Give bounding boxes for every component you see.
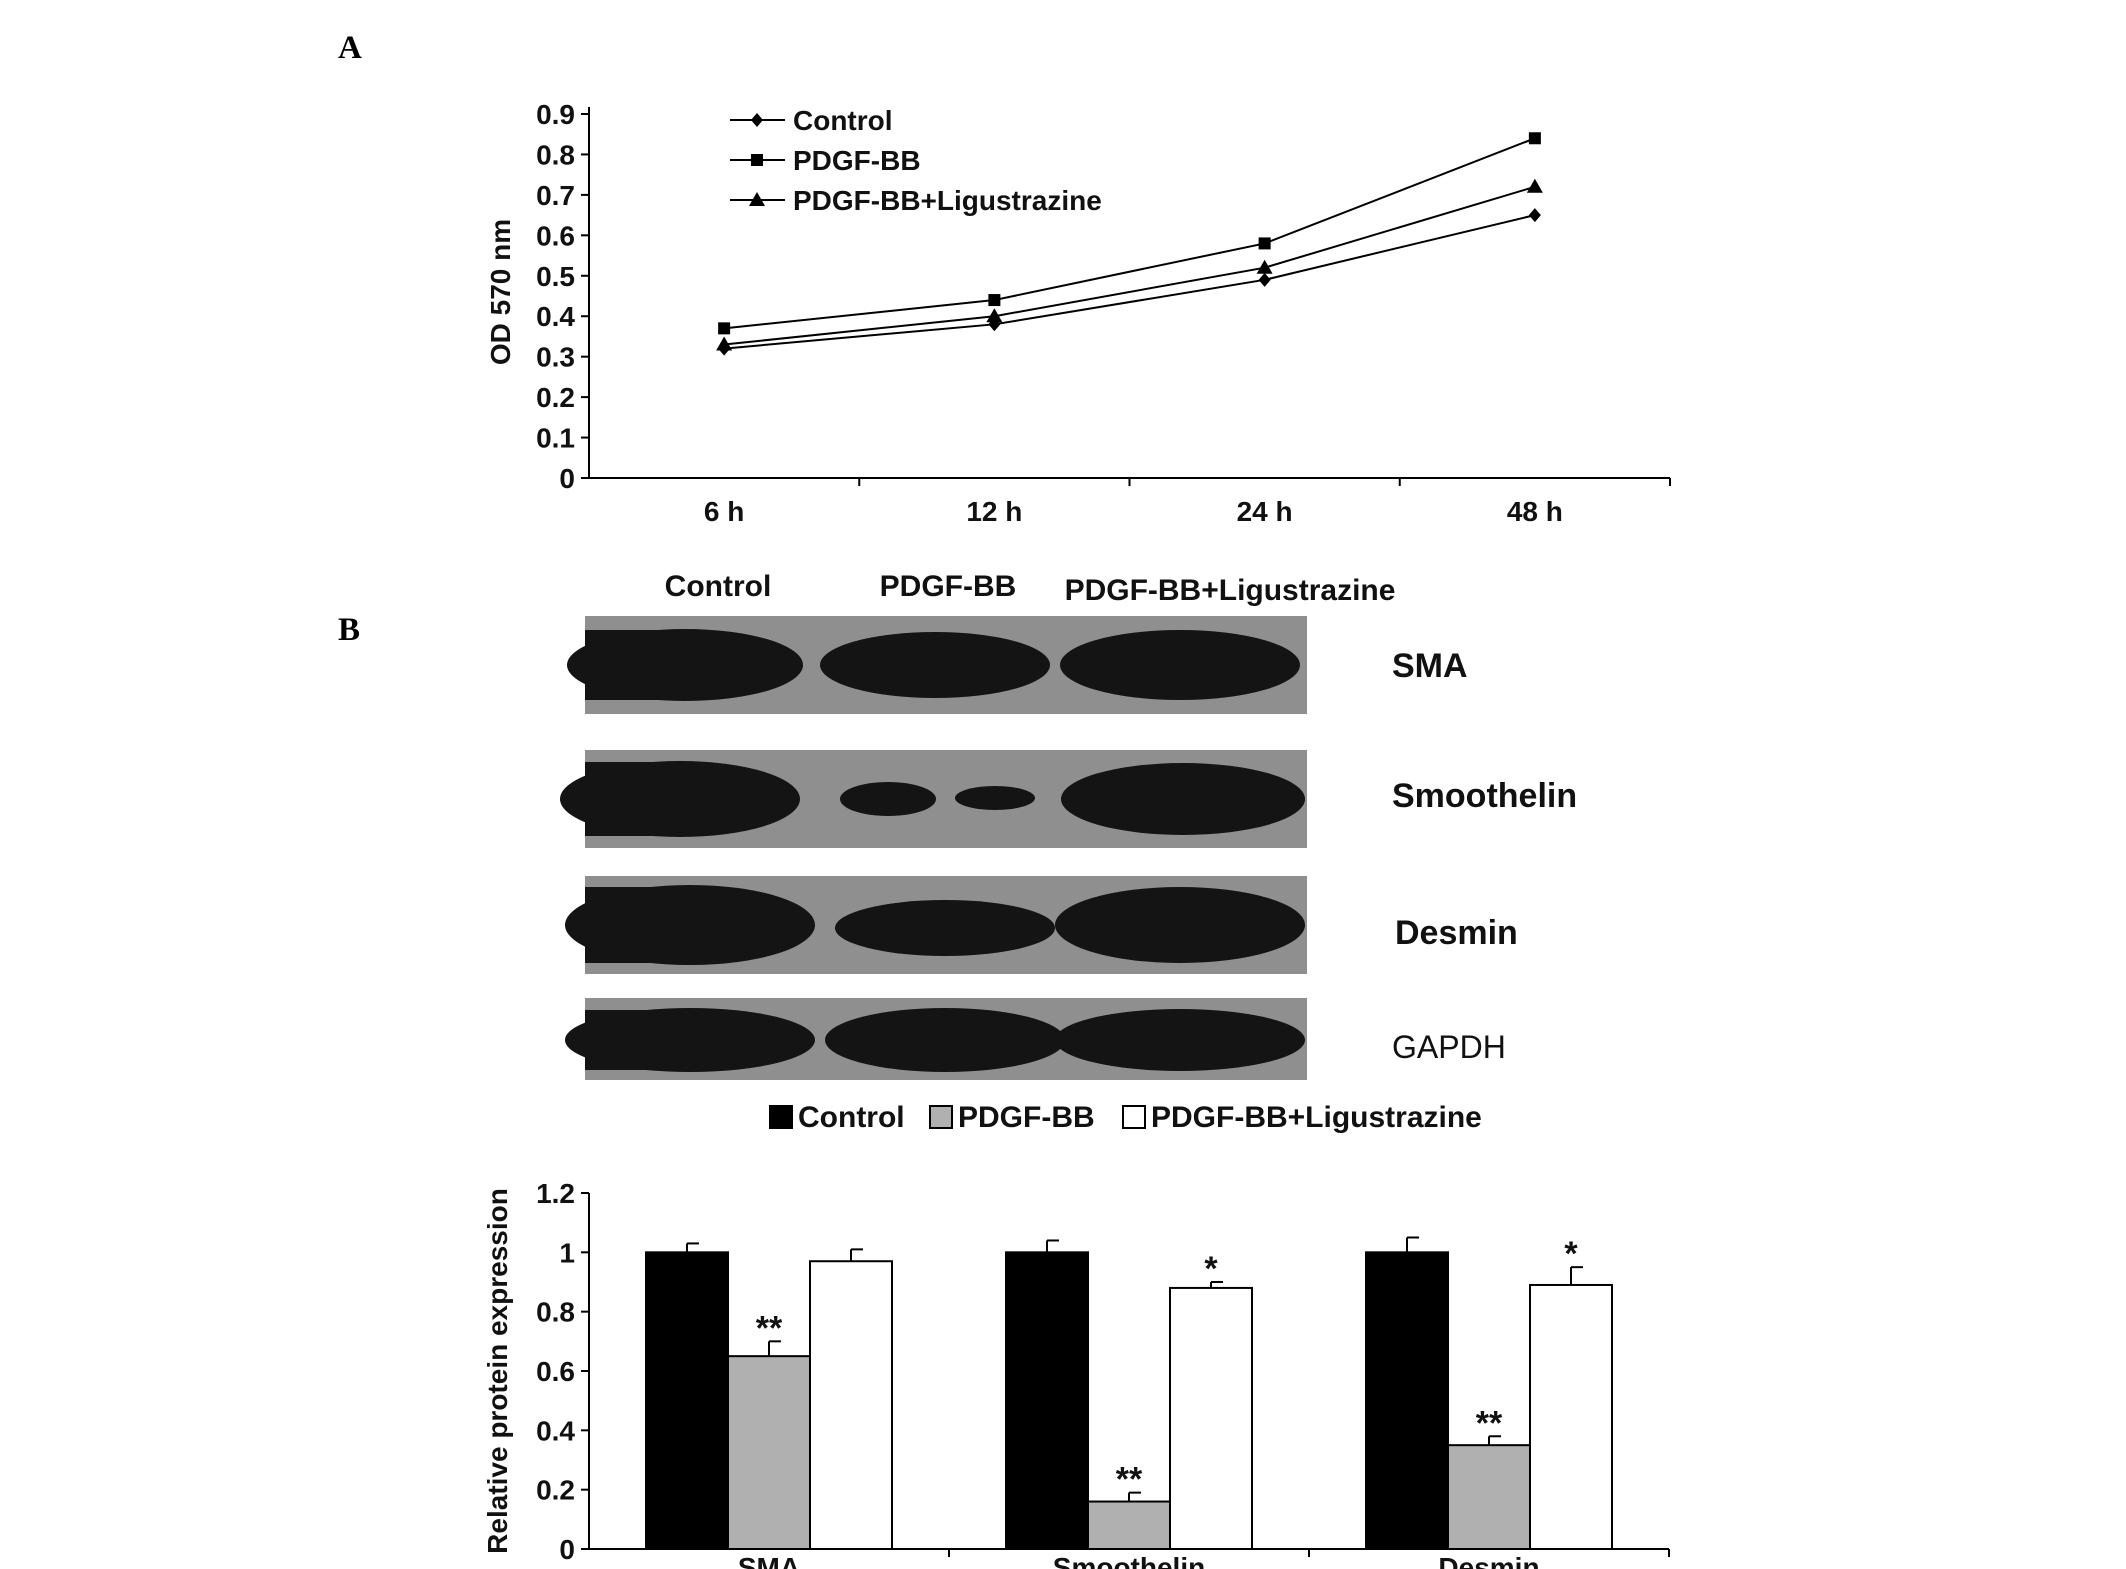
- line-y-tick-label: 0.5: [536, 261, 575, 292]
- blot-band-gapdh-pdgf-lig: [1055, 1009, 1305, 1071]
- line-x-tick-label: 24 h: [1237, 496, 1293, 527]
- bar-x-tick-label: Desmin: [1438, 1552, 1539, 1569]
- line-point-pdgf-bb-ligustrazine: [1256, 259, 1273, 274]
- line-series-pdgf-bb: [724, 137, 1536, 330]
- line-x-tick-label: 12 h: [966, 496, 1022, 527]
- line-y-tick-label: 0.6: [536, 220, 575, 251]
- line-legend-marker-pdgf-bb-ligustrazine: [749, 192, 765, 206]
- line-y-tick-label: 0.2: [536, 382, 575, 413]
- line-y-axis-label: OD 570 nm: [485, 219, 516, 365]
- bar-y-tick-label: 0.2: [536, 1475, 575, 1506]
- bar-y-tick-label: 1.2: [536, 1178, 575, 1209]
- line-chart: 0 0.1 0.2 0.3 0.4 0.5 0.6 0.7 0.8 0.9 6 h 12 h 24 h…: [485, 99, 1671, 527]
- line-x-tick-label: 48 h: [1507, 496, 1563, 527]
- line-y-tick-label: 0.7: [536, 180, 575, 211]
- bar-legend-swatch-pdgf-bb: [929, 1105, 953, 1129]
- bar-pdgf-bb-ligustrazine-sma: [809, 1260, 893, 1550]
- bar-significance-label: *: [1204, 1250, 1218, 1288]
- line-series-control: [724, 214, 1536, 350]
- line-point-pdgf-bb: [1528, 132, 1541, 145]
- line-y-tick-label: 0.3: [536, 342, 575, 373]
- blot-row-label-smoothelin: Smoothelin: [1392, 777, 1577, 815]
- blot-band-smoothelin-edge: [585, 762, 665, 836]
- bar-significance-label: **: [756, 1309, 783, 1347]
- blot-band-gapdh-edge: [585, 1010, 675, 1070]
- line-legend-marker-control: [751, 113, 763, 127]
- bar-significance-label: **: [1116, 1461, 1143, 1499]
- bar-pdgf-bb-ligustrazine-desmin: [1529, 1283, 1613, 1550]
- bar-y-tick-label: 0.4: [536, 1415, 575, 1446]
- line-y-tick-label: 0.4: [536, 301, 575, 332]
- blot-col-label-pdgf: PDGF-BB: [880, 570, 1017, 603]
- blot-band-smoothelin-pdgf-b: [955, 786, 1035, 810]
- blot-row-label-gapdh: GAPDH: [1392, 1029, 1506, 1065]
- bar-control-desmin: [1365, 1251, 1449, 1551]
- line-point-control: [1528, 208, 1541, 223]
- bar-significance-label: *: [1564, 1235, 1578, 1273]
- bar-chart: Control PDGF-BB PDGF-BB+Ligustrazine 0 0.2 0…: [482, 1101, 1670, 1569]
- line-point-pdgf-bb: [1258, 237, 1271, 250]
- bar-pdgf-bb-desmin: [1447, 1444, 1531, 1550]
- bar-pdgf-bb-sma: [727, 1355, 811, 1550]
- line-point-pdgf-bb: [718, 322, 731, 335]
- bar-y-axis-label: Relative protein expression: [482, 1188, 513, 1554]
- bar-y-tick-label: 0.8: [536, 1297, 575, 1328]
- line-legend-label-pdgf-bb-ligustrazine: PDGF-BB+Ligustrazine: [793, 185, 1102, 216]
- blot-band-sma-pdgf: [820, 632, 1050, 698]
- bar-control-sma: [645, 1251, 729, 1551]
- bar-y-tick-label: 0: [559, 1534, 575, 1565]
- line-point-pdgf-bb-ligustrazine: [1526, 178, 1543, 193]
- bar-pdgf-bb-smoothelin: [1087, 1500, 1171, 1550]
- line-point-control: [1258, 272, 1271, 287]
- bar-x-tick-label: Smoothelin: [1053, 1552, 1205, 1569]
- line-y-tick-label: 0.1: [536, 423, 575, 454]
- line-y-tick-label: 0.9: [536, 99, 575, 130]
- bar-y-tick-label: 1: [559, 1237, 575, 1268]
- line-point-pdgf-bb-ligustrazine: [986, 308, 1003, 323]
- line-legend-label-pdgf-bb: PDGF-BB: [793, 145, 921, 176]
- line-point-pdgf-bb-ligustrazine: [716, 336, 733, 351]
- bar-legend-label-pdgf-bb: PDGF-BB: [958, 1101, 1095, 1134]
- blot-band-smoothelin-pdgf-a: [840, 782, 936, 816]
- blot-band-desmin-edge: [585, 887, 675, 963]
- line-legend-marker-pdgf-bb: [751, 154, 763, 166]
- bar-legend-swatch-pdgf-bb-ligustrazine: [1122, 1105, 1146, 1129]
- bar-legend-label-control: Control: [798, 1101, 905, 1134]
- panel-label-a: A: [338, 30, 362, 66]
- bar-legend-swatch-control: [769, 1105, 793, 1129]
- bar-x-tick-label: SMA: [738, 1552, 800, 1569]
- line-point-pdgf-bb: [988, 294, 1001, 307]
- blot-band-desmin-pdgf: [835, 900, 1055, 956]
- western-blot: Control PDGF-BB PDGF-BB+Ligustrazine SMA…: [560, 570, 1577, 1080]
- blot-band-sma-pdgf-lig: [1060, 630, 1300, 700]
- blot-band-sma-edge: [585, 630, 675, 700]
- panel-label-b: B: [338, 612, 360, 648]
- blot-band-gapdh-pdgf: [825, 1008, 1065, 1072]
- bar-legend-label-pdgf-bb-ligustrazine: PDGF-BB+Ligustrazine: [1151, 1101, 1482, 1134]
- bar-significance-label: **: [1476, 1404, 1503, 1442]
- bar-y-tick-label: 0.6: [536, 1356, 575, 1387]
- line-legend-label-control: Control: [793, 105, 893, 136]
- line-x-tick-label: 6 h: [704, 496, 744, 527]
- line-y-tick-label: 0.8: [536, 139, 575, 170]
- blot-row-label-sma: SMA: [1392, 647, 1468, 685]
- bar-pdgf-bb-ligustrazine-smoothelin: [1169, 1286, 1253, 1551]
- blot-col-label-pdgf-lig: PDGF-BB+Ligustrazine: [1065, 574, 1396, 607]
- blot-band-smoothelin-pdgf-lig: [1061, 763, 1305, 835]
- line-y-tick-label: 0: [559, 463, 575, 494]
- bar-control-smoothelin: [1005, 1251, 1089, 1551]
- blot-band-desmin-pdgf-lig: [1055, 887, 1305, 963]
- line-series-pdgf-bb-ligustrazine: [724, 185, 1536, 346]
- blot-row-label-desmin: Desmin: [1395, 914, 1518, 952]
- blot-col-label-control: Control: [665, 570, 772, 603]
